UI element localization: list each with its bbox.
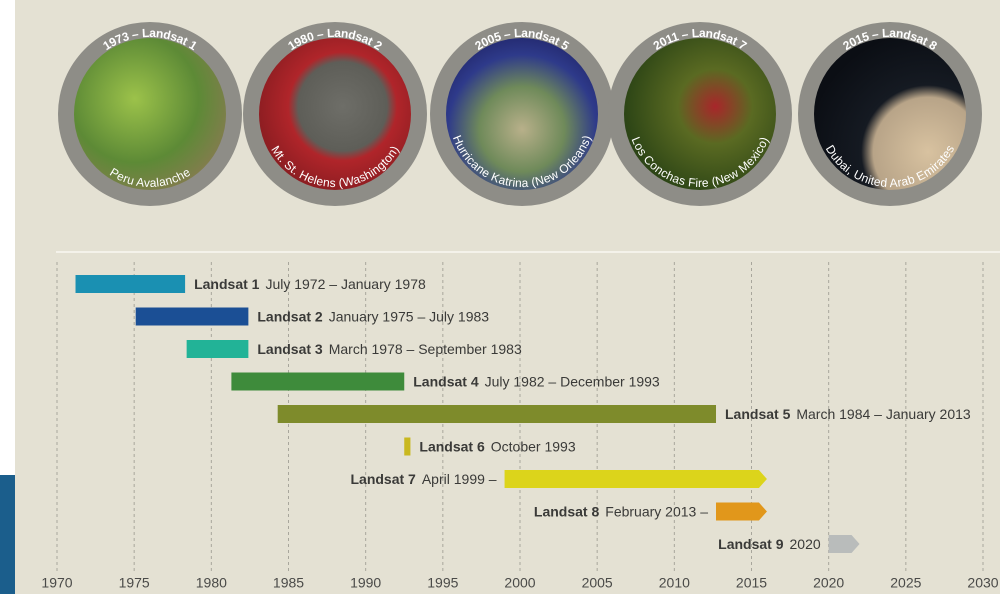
mission-bar [716,502,767,521]
photo [74,38,226,190]
mission-label: Landsat 5 March 1984 – January 2013 [725,406,971,422]
mission-bar [504,470,767,488]
mission-label: Landsat 2 January 1975 – July 1983 [257,308,489,324]
mission-bar [231,372,405,391]
mission-name: Landsat 4 [413,373,479,389]
x-tick-label: 2015 [736,575,767,591]
mission-dates: 2020 [790,536,821,552]
x-tick-label: 1980 [196,575,227,591]
mission-name: Landsat 2 [257,308,323,324]
mission-bar [828,535,860,553]
x-tick-label: 2030 [967,575,998,591]
mission-dates: January 1975 – July 1983 [329,308,490,324]
x-tick-label: 1995 [427,575,458,591]
mission-bar [404,437,411,456]
mission-bar [135,307,249,326]
mission-name: Landsat 7 [350,471,416,487]
mission-dates: March 1978 – September 1983 [329,341,522,357]
mission-name: Landsat 6 [419,438,485,454]
side-accent [0,475,15,594]
mission-dates: April 1999 – [422,471,497,487]
mission-name: Landsat 3 [257,341,323,357]
x-tick-label: 1975 [119,575,150,591]
x-tick-label: 2010 [659,575,690,591]
mission-label: Landsat 7 April 1999 – [350,471,496,487]
mission-label: Landsat 4 July 1982 – December 1993 [413,373,660,389]
photo [814,38,966,190]
mission-dates: October 1993 [491,438,576,454]
mission-label: Landsat 8 February 2013 – [534,503,708,519]
photo [446,38,598,190]
mission-bar [277,405,717,423]
mission-label: Landsat 1 July 1972 – January 1978 [194,276,426,292]
x-tick-label: 1990 [350,575,381,591]
x-tick-label: 2005 [582,575,613,591]
mission-dates: February 2013 – [605,503,708,519]
photo [259,38,411,190]
mission-name: Landsat 9 [718,536,784,552]
x-tick-label: 2000 [504,575,535,591]
mission-name: Landsat 1 [194,276,260,292]
photo [624,38,776,190]
mission-label: Landsat 6 October 1993 [419,438,575,454]
mission-dates: July 1982 – December 1993 [485,373,660,389]
mission-label: Landsat 9 2020 [718,536,821,552]
mission-dates: March 1984 – January 2013 [796,406,971,422]
mission-dates: July 1972 – January 1978 [265,276,426,292]
x-tick-label: 2020 [813,575,844,591]
x-tick-label: 1985 [273,575,304,591]
mission-name: Landsat 8 [534,503,600,519]
mission-bar [75,275,186,293]
x-tick-label: 2025 [890,575,921,591]
x-tick-label: 1970 [41,575,72,591]
mission-bar [186,340,249,358]
timeline: 1970 1975 1980 1985 1990 1995 2000 2005 2010 2015… [41,262,999,591]
mission-label: Landsat 3 March 1978 – September 1983 [257,341,522,357]
mission-name: Landsat 5 [725,406,791,422]
